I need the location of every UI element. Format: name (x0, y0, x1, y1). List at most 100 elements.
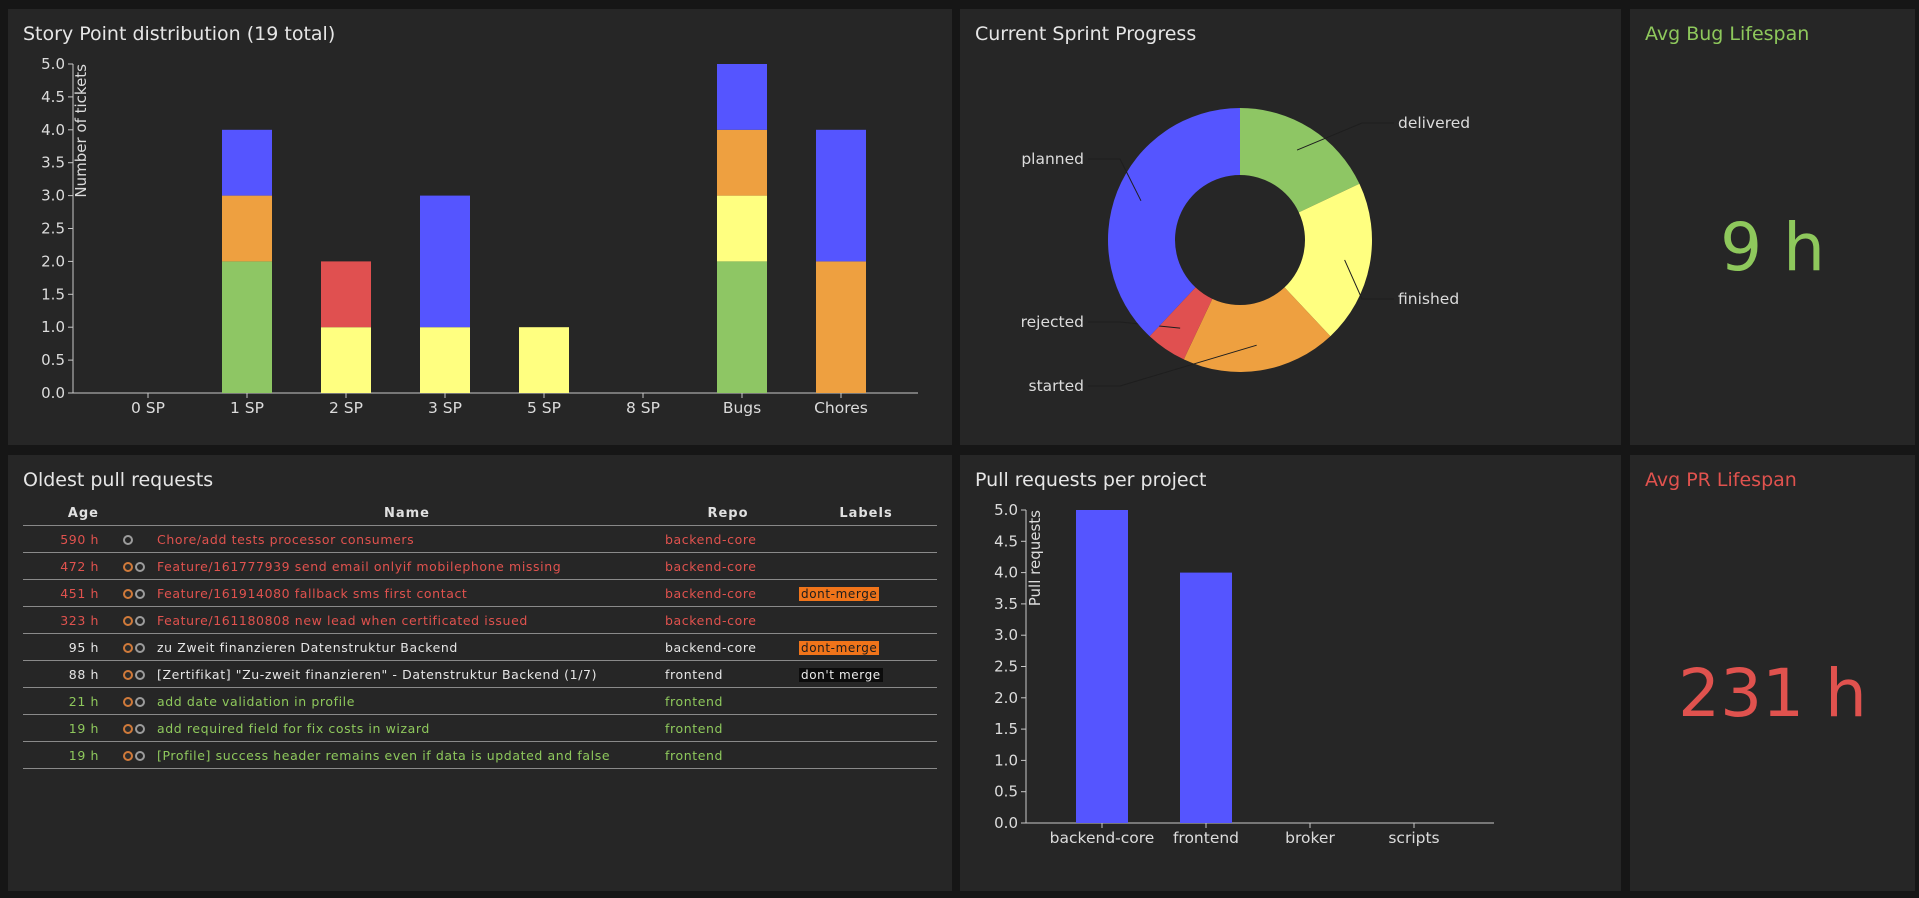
avatar[interactable] (123, 643, 133, 653)
prproj-x-tick-label: scripts (1388, 829, 1439, 847)
avatar[interactable] (123, 697, 133, 707)
table-row[interactable]: 590 h Chore/add tests processor consumers… (23, 526, 937, 553)
pr-name-link[interactable]: [Zertifikat] "Zu-zweit finanzieren" - Da… (153, 661, 661, 688)
pr-age: 95 h (23, 634, 109, 661)
avatar[interactable] (123, 589, 133, 599)
sprint-donut-chart: delivered finished started rejected planned (960, 9, 1621, 445)
pr-labels: dont-merge (795, 580, 937, 607)
table-row[interactable]: 451 h Feature/161914080 fallback sms firs… (23, 580, 937, 607)
donut-label-started: started (1029, 377, 1084, 395)
bug-lifespan-panel: Avg Bug Lifespan 9 h (1630, 9, 1915, 445)
avatar[interactable] (123, 616, 133, 626)
story-y-axis-label: Number of tickets (72, 64, 90, 198)
pr-icons (109, 526, 153, 553)
story-y-tick-label: 3.0 (41, 187, 65, 205)
col-repo[interactable]: Repo (661, 504, 795, 526)
pr-per-project-chart: 0.00.51.01.52.02.53.03.54.04.55.0 Pull re… (960, 455, 1621, 891)
label-badge[interactable]: dont-merge (799, 587, 879, 601)
story-bar-5-sp-seg-1[interactable] (519, 327, 569, 393)
avatar[interactable] (123, 751, 133, 761)
story-bar-chores-seg-3[interactable] (816, 261, 866, 393)
pr-table: Age Name Repo Labels 590 h Chore/add test… (23, 504, 937, 769)
story-y-tick-label: 0.0 (41, 384, 65, 402)
prproj-y-tick-label: 0.5 (994, 783, 1018, 801)
story-bar-3-sp-seg-1[interactable] (420, 327, 470, 393)
table-row[interactable]: 19 h add required field for fix costs in … (23, 715, 937, 742)
bug-lifespan-title: Avg Bug Lifespan (1645, 23, 1809, 45)
label-badge[interactable]: dont-merge (799, 641, 879, 655)
story-x-tick-label: Chores (814, 399, 868, 417)
story-bar-2-sp-seg-1[interactable] (321, 327, 371, 393)
pr-lifespan-title: Avg PR Lifespan (1645, 469, 1797, 491)
donut-label-finished: finished (1398, 290, 1459, 308)
avatar[interactable] (123, 670, 133, 680)
pr-icons (109, 661, 153, 688)
story-y-tick-label: 2.5 (41, 220, 65, 238)
pr-labels: don't merge (795, 661, 937, 688)
github-icon[interactable] (135, 751, 145, 761)
github-icon[interactable] (135, 697, 145, 707)
story-bar-1-sp-seg-3[interactable] (222, 196, 272, 262)
story-bar-chores-seg-4[interactable] (816, 130, 866, 262)
pr-labels (795, 607, 937, 634)
pr-icons (109, 634, 153, 661)
table-row[interactable]: 88 h [Zertifikat] "Zu-zweit finanzieren" … (23, 661, 937, 688)
pr-repo: frontend (661, 661, 795, 688)
story-bar-1-sp-seg-4[interactable] (222, 130, 272, 196)
story-bar-1-sp-seg-0[interactable] (222, 261, 272, 393)
github-icon[interactable] (135, 562, 145, 572)
col-age[interactable]: Age (23, 504, 109, 526)
table-row[interactable]: 19 h [Profile] success header remains eve… (23, 742, 937, 769)
story-bar-bugs-seg-3[interactable] (717, 130, 767, 196)
github-icon[interactable] (135, 670, 145, 680)
pr-repo: frontend (661, 742, 795, 769)
github-icon[interactable] (135, 724, 145, 734)
pr-repo: frontend (661, 688, 795, 715)
avatar[interactable] (123, 724, 133, 734)
prproj-y-tick-label: 2.5 (994, 658, 1018, 676)
story-x-tick-label: 0 SP (131, 399, 165, 417)
story-bar-bugs-seg-4[interactable] (717, 64, 767, 130)
story-bar-bugs-seg-1[interactable] (717, 196, 767, 262)
story-bar-bugs-seg-0[interactable] (717, 261, 767, 393)
pr-repo: backend-core (661, 607, 795, 634)
story-y-tick-label: 1.0 (41, 318, 65, 336)
story-x-tick-label: 2 SP (329, 399, 363, 417)
github-icon[interactable] (135, 643, 145, 653)
pr-repo: frontend (661, 715, 795, 742)
prproj-bar-backend-core[interactable] (1076, 510, 1128, 823)
table-row[interactable]: 95 h zu Zweit finanzieren Datenstruktur B… (23, 634, 937, 661)
col-labels[interactable]: Labels (795, 504, 937, 526)
prproj-x-tick-label: frontend (1173, 829, 1239, 847)
table-row[interactable]: 21 h add date validation in profile fronte… (23, 688, 937, 715)
pr-name-link[interactable]: zu Zweit finanzieren Datenstruktur Backe… (153, 634, 661, 661)
pr-name-link[interactable]: add date validation in profile (153, 688, 661, 715)
table-row[interactable]: 472 h Feature/161777939 send email onlyif… (23, 553, 937, 580)
github-icon[interactable] (123, 535, 133, 545)
github-icon[interactable] (135, 589, 145, 599)
table-row[interactable]: 323 h Feature/161180808 new lead when cer… (23, 607, 937, 634)
story-y-tick-label: 4.0 (41, 121, 65, 139)
pr-name-link[interactable]: [Profile] success header remains even if… (153, 742, 661, 769)
pr-icons (109, 742, 153, 769)
col-name[interactable]: Name (153, 504, 661, 526)
donut-label-planned: planned (1021, 150, 1084, 168)
github-icon[interactable] (135, 616, 145, 626)
avatar[interactable] (123, 562, 133, 572)
donut-label-rejected: rejected (1021, 313, 1084, 331)
pr-name-link[interactable]: add required field for fix costs in wiza… (153, 715, 661, 742)
pr-icons (109, 688, 153, 715)
pr-lifespan-panel: Avg PR Lifespan 231 h (1630, 455, 1915, 891)
label-badge[interactable]: don't merge (799, 668, 883, 682)
prproj-bar-frontend[interactable] (1180, 573, 1232, 823)
pr-name-link[interactable]: Feature/161914080 fallback sms first con… (153, 580, 661, 607)
pr-repo: backend-core (661, 526, 795, 553)
pr-name-link[interactable]: Chore/add tests processor consumers (153, 526, 661, 553)
pr-name-link[interactable]: Feature/161777939 send email onlyif mobi… (153, 553, 661, 580)
pr-name-link[interactable]: Feature/161180808 new lead when certific… (153, 607, 661, 634)
story-bar-2-sp-seg-2[interactable] (321, 261, 371, 327)
story-x-tick-label: Bugs (723, 399, 761, 417)
pr-repo: backend-core (661, 580, 795, 607)
story-bar-3-sp-seg-4[interactable] (420, 196, 470, 328)
oldest-prs-panel: Oldest pull requests Age Name Repo Label… (8, 455, 952, 891)
